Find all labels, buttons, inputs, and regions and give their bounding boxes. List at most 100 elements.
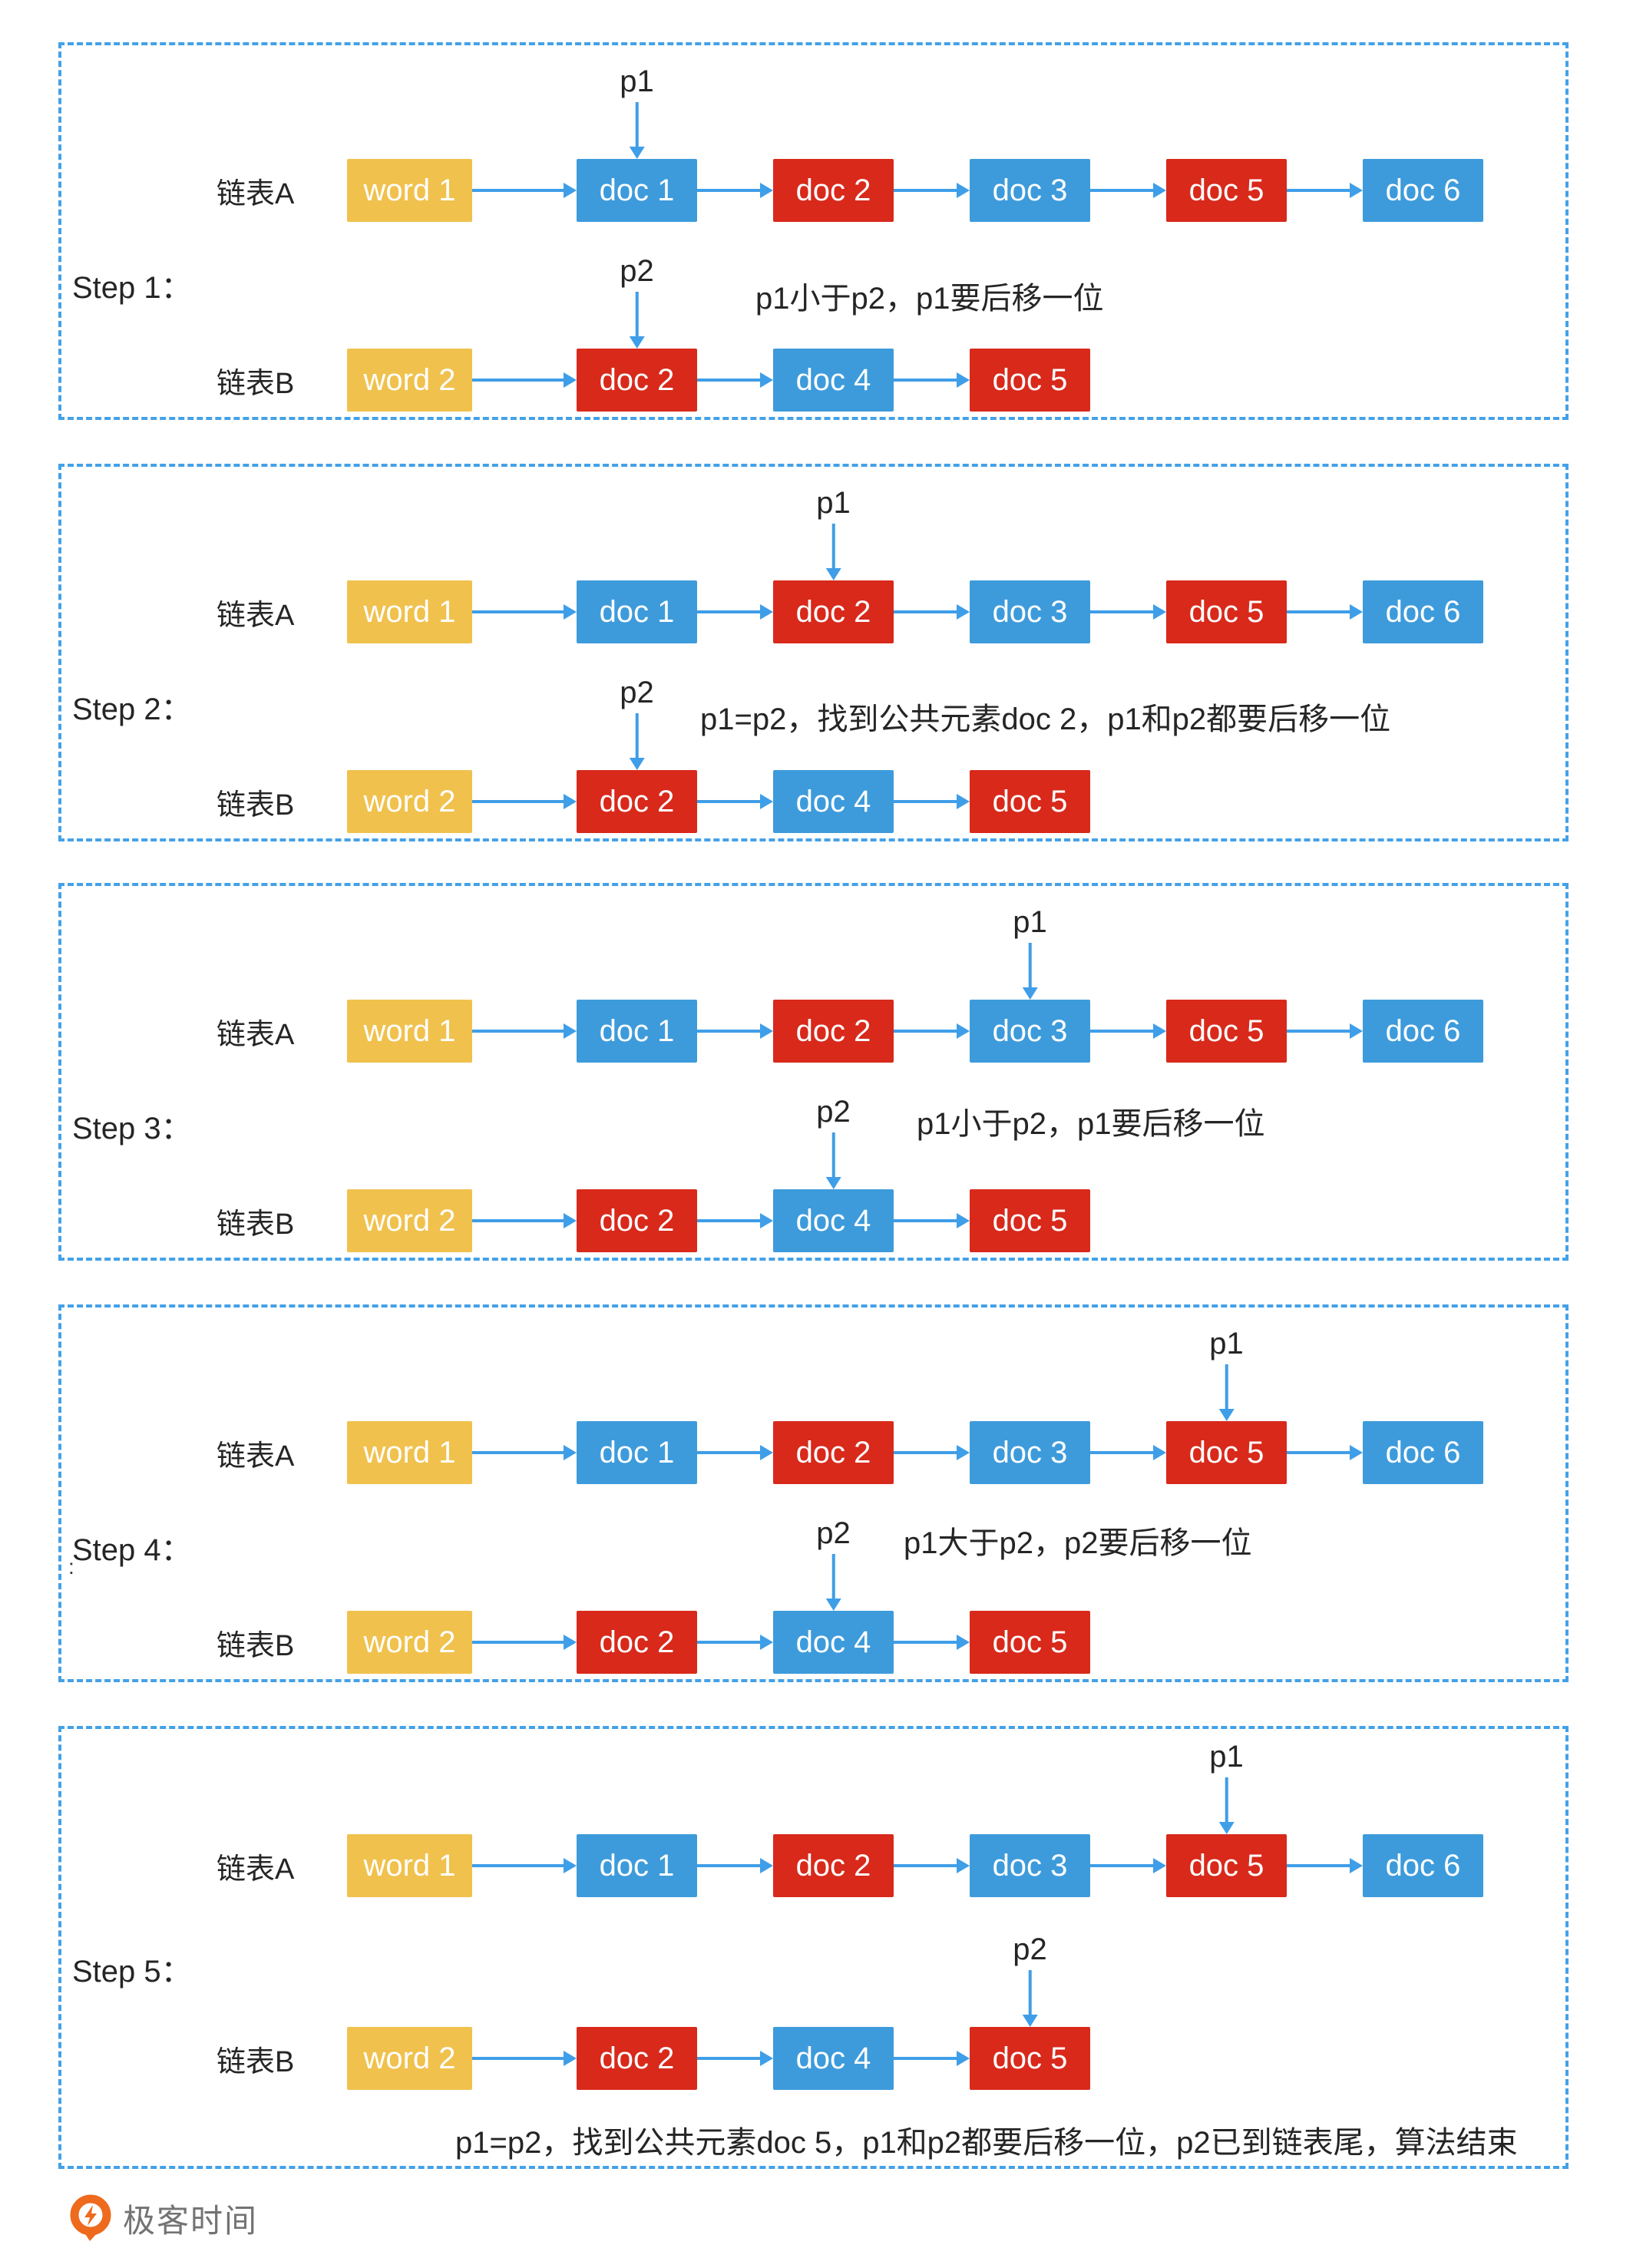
arrow-line — [1090, 1030, 1153, 1033]
arrow-line — [894, 379, 957, 382]
node-box: doc 1 — [577, 1421, 697, 1484]
arrow-line — [1090, 1864, 1153, 1867]
arrow-head-icon — [760, 794, 773, 809]
link-arrow-icon — [697, 1000, 773, 1063]
step-panel-2: Step 2： 链表A word 1 doc 1 doc 2 doc 3 doc 5 doc … — [58, 464, 1569, 841]
arrow-head-icon — [564, 1445, 577, 1460]
step-panel-4: Step 4： 链表A word 1 doc 1 doc 2 doc 3 doc 5 doc … — [58, 1304, 1569, 1682]
arrow-line — [697, 610, 760, 613]
link-arrow-icon — [1287, 580, 1363, 643]
arrow-head-icon — [1350, 1023, 1363, 1039]
link-arrow-icon — [697, 580, 773, 643]
arrow-line — [472, 1864, 564, 1867]
geektime-logo-icon — [69, 2194, 112, 2242]
node-box: doc 5 — [970, 2027, 1090, 2090]
step-note: p1大于p2，p2要后移一位 — [904, 1526, 1252, 1560]
node-box: doc 5 — [1166, 159, 1287, 222]
arrow-head-icon — [957, 2051, 970, 2066]
arrow-head-icon — [564, 183, 577, 198]
step-note: p1小于p2，p1要后移一位 — [755, 282, 1104, 316]
arrow-line — [472, 1641, 564, 1644]
arrow-head-icon — [1153, 1023, 1166, 1039]
node-box: word 1 — [347, 580, 472, 643]
pointer-arrow-line — [1225, 1364, 1228, 1409]
brand-name: 极客时间 — [123, 2202, 259, 2239]
list-row-a: 链表A word 1 doc 1 doc 2 doc 3 doc 5 doc 6 — [217, 1000, 1483, 1063]
link-arrow-icon — [1090, 1421, 1166, 1484]
arrow-head-icon — [957, 1213, 970, 1228]
list-label-a: 链表A — [217, 1440, 295, 1473]
arrow-line — [1090, 1451, 1153, 1454]
step-note: p1小于p2，p1要后移一位 — [917, 1107, 1265, 1141]
link-arrow-icon — [1287, 1421, 1363, 1484]
pointer-arrow-line — [831, 1554, 835, 1599]
step-label: Step 2： — [72, 693, 192, 726]
node-box: doc 5 — [1166, 1000, 1287, 1063]
pointer-p2: p2 — [620, 253, 654, 349]
step-label: Step 1： — [72, 271, 192, 305]
arrow-head-icon — [957, 1635, 970, 1650]
node-box: doc 4 — [773, 1189, 894, 1252]
arrow-head-icon — [1153, 1445, 1166, 1460]
step-panel-1: Step 1： 链表A word 1 doc 1 doc 2 doc 3 doc 5 doc … — [58, 42, 1569, 420]
pointer-arrow-head-icon — [629, 147, 645, 159]
pointer-arrow-head-icon — [825, 1177, 841, 1189]
node-box: doc 5 — [1166, 1834, 1287, 1897]
link-arrow-icon — [894, 1421, 970, 1484]
arrow-head-icon — [957, 1858, 970, 1873]
arrow-line — [472, 610, 564, 613]
pointer-arrow-line — [1028, 943, 1032, 987]
arrow-head-icon — [564, 604, 577, 620]
node-box: doc 4 — [773, 1611, 894, 1674]
node-box: word 2 — [347, 2027, 472, 2090]
arrow-line — [1287, 1864, 1350, 1867]
pointer-arrow-head-icon — [825, 1599, 841, 1611]
node-box: doc 5 — [970, 1611, 1090, 1674]
arrow-head-icon — [957, 1445, 970, 1460]
node-box: doc 6 — [1363, 159, 1483, 222]
pointer-arrow-head-icon — [629, 758, 645, 770]
list-label-b: 链表B — [217, 1629, 295, 1662]
arrow-line — [1287, 1451, 1350, 1454]
link-arrow-icon — [1287, 1000, 1363, 1063]
node-box: doc 3 — [970, 1421, 1090, 1484]
node-box: doc 6 — [1363, 580, 1483, 643]
arrow-line — [697, 1030, 760, 1033]
list-row-b: 链表B word 2 doc 2 doc 4 doc 5 — [217, 2027, 1090, 2090]
link-arrow-icon — [1090, 1834, 1166, 1897]
node-box: doc 5 — [1166, 580, 1287, 643]
list-row-b: 链表B word 2 doc 2 doc 4 doc 5 — [217, 1189, 1090, 1252]
node-box: doc 4 — [773, 2027, 894, 2090]
link-arrow-icon — [472, 1000, 577, 1063]
arrow-head-icon — [564, 2051, 577, 2066]
arrow-head-icon — [1350, 183, 1363, 198]
pointer-p1: p1 — [816, 485, 851, 580]
step-label: Step 5： — [72, 1955, 192, 1989]
link-arrow-icon — [697, 159, 773, 222]
arrow-head-icon — [760, 1445, 773, 1460]
arrow-line — [472, 1219, 564, 1222]
link-arrow-icon — [697, 2027, 773, 2090]
node-box: word 2 — [347, 349, 472, 412]
arrow-line — [697, 379, 760, 382]
node-box: word 1 — [347, 159, 472, 222]
list-row-a: 链表A word 1 doc 1 doc 2 doc 3 doc 5 doc 6 — [217, 580, 1483, 643]
node-box: doc 2 — [773, 1000, 894, 1063]
node-box: doc 6 — [1363, 1421, 1483, 1484]
node-box: doc 2 — [577, 1189, 697, 1252]
arrow-line — [894, 2057, 957, 2060]
pointer-p2-label: p2 — [816, 1095, 851, 1129]
arrow-head-icon — [760, 1635, 773, 1650]
pointer-p1-label: p1 — [1013, 905, 1047, 939]
list-row-b: 链表B word 2 doc 2 doc 4 doc 5 — [217, 770, 1090, 833]
node-box: doc 4 — [773, 349, 894, 412]
arrow-head-icon — [760, 1023, 773, 1039]
pointer-arrow-head-icon — [629, 336, 645, 349]
list-label-a: 链表A — [217, 1018, 295, 1051]
arrow-line — [894, 1030, 957, 1033]
pointer-p2: p2 — [620, 675, 654, 770]
arrow-head-icon — [564, 372, 577, 388]
arrow-line — [1090, 189, 1153, 192]
brand-logo: 极客时间 — [69, 2194, 258, 2242]
pointer-arrow-head-icon — [1022, 2015, 1038, 2027]
